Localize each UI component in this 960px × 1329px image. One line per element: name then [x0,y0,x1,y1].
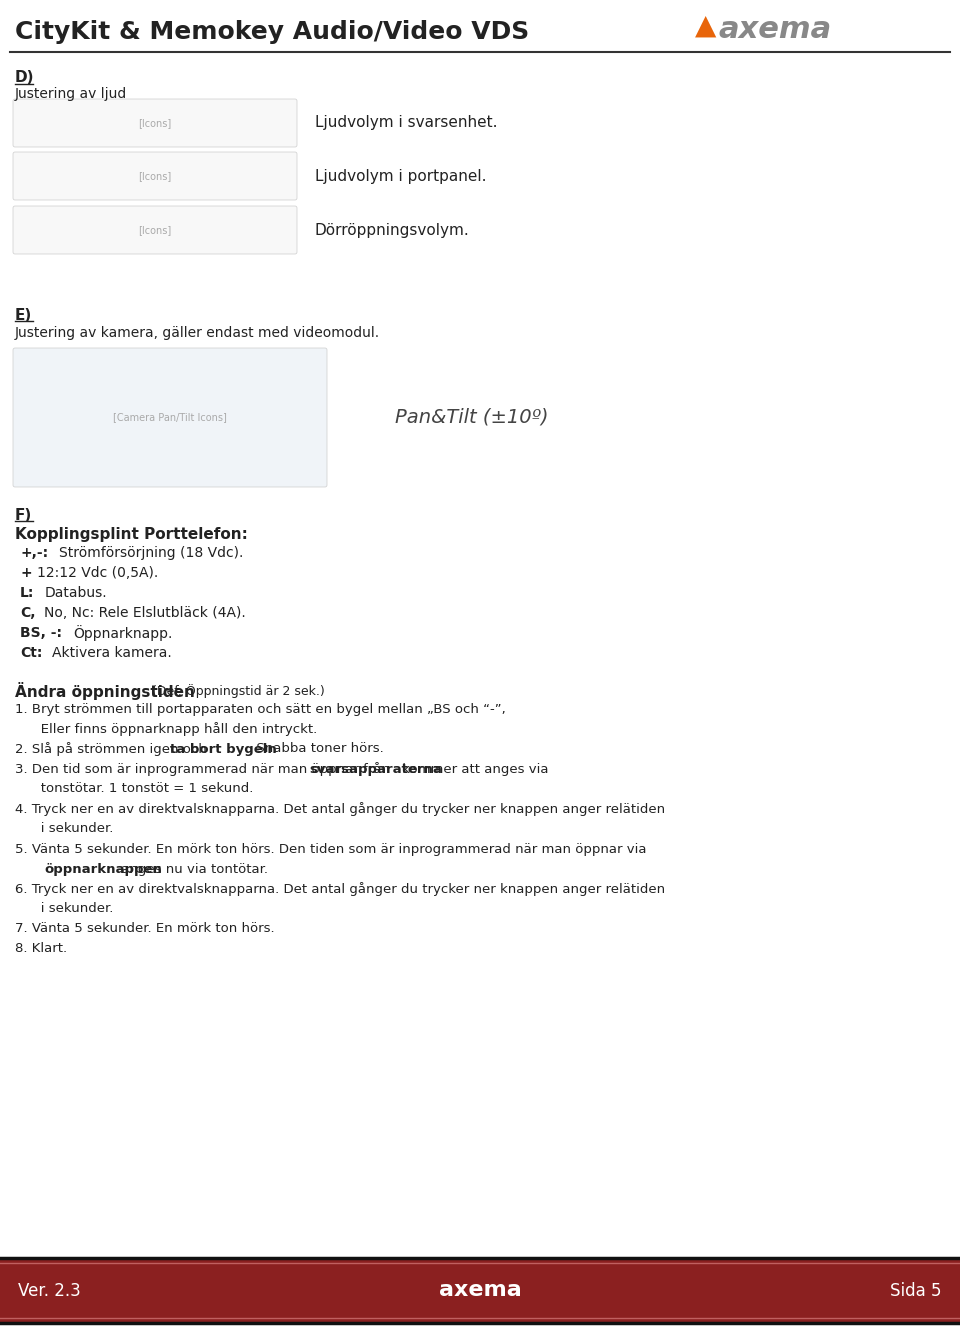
Text: Eller finns öppnarknapp håll den intryckt.: Eller finns öppnarknapp håll den intryck… [28,722,317,736]
Bar [0,1259,960,1322]
Text: F): F) [15,508,33,522]
Text: 12:12 Vdc (0,5A).: 12:12 Vdc (0,5A). [37,566,158,579]
Text: tonstötar. 1 tonstöt = 1 sekund.: tonstötar. 1 tonstöt = 1 sekund. [28,783,253,796]
Text: Sida 5: Sida 5 [891,1281,942,1300]
FancyBboxPatch shape [13,206,297,254]
Text: CityKit & Memokey Audio/Video VDS: CityKit & Memokey Audio/Video VDS [15,20,529,44]
Text: Databus.: Databus. [44,586,107,599]
Text: C,: C, [20,606,36,621]
Text: Ver. 2.3: Ver. 2.3 [18,1281,81,1300]
Text: 5. Vänta 5 sekunder. En mörk ton hörs. Den tiden som är inprogrammerad när man ö: 5. Vänta 5 sekunder. En mörk ton hörs. D… [15,843,646,856]
Text: [Icons]: [Icons] [138,225,172,235]
Text: Ljudvolym i portpanel.: Ljudvolym i portpanel. [315,169,487,183]
Text: E): E) [15,307,33,323]
Text: i sekunder.: i sekunder. [28,823,113,836]
FancyBboxPatch shape [13,348,327,486]
FancyBboxPatch shape [13,152,297,199]
Text: Strömförsörjning (18 Vdc).: Strömförsörjning (18 Vdc). [59,546,243,560]
Text: i sekunder.: i sekunder. [28,902,113,916]
Text: Justering av ljud: Justering av ljud [15,86,128,101]
Text: . Snabba toner hörs.: . Snabba toner hörs. [248,743,384,755]
Text: Kopplingsplint Porttelefon:: Kopplingsplint Porttelefon: [15,528,248,542]
Text: svarsapparaterna: svarsapparaterna [309,763,442,776]
Text: (Def. Öppningstid är 2 sek.): (Def. Öppningstid är 2 sek.) [148,684,324,698]
Text: ▲: ▲ [695,12,716,40]
Text: +: + [20,566,32,579]
Text: öppnarknappen: öppnarknappen [45,863,162,876]
Text: ta bort bygeln: ta bort bygeln [171,743,277,755]
Text: 4. Tryck ner en av direktvalsknapparna. Det antal gånger du trycker ner knappen : 4. Tryck ner en av direktvalsknapparna. … [15,801,665,816]
Text: axema: axema [439,1281,521,1301]
Text: 2. Slå på strömmen igen och: 2. Slå på strömmen igen och [15,742,211,756]
Text: axema: axema [718,16,831,44]
Text: +,-:: +,-: [20,546,48,560]
Text: [Icons]: [Icons] [138,118,172,128]
Text: 1. Bryt strömmen till portapparaten och sätt en bygel mellan „BS och “-”,: 1. Bryt strömmen till portapparaten och … [15,703,506,715]
Text: BS, -:: BS, -: [20,626,62,641]
Text: Aktivera kamera.: Aktivera kamera. [52,646,171,661]
Text: Ändra öppningstiden: Ändra öppningstiden [15,682,195,700]
Text: Öppnarknapp.: Öppnarknapp. [73,625,173,641]
Text: kommer att anges via: kommer att anges via [398,763,548,776]
Text: Dörröppningsvolym.: Dörröppningsvolym. [315,222,469,238]
Text: L:: L: [20,586,35,599]
Text: 7. Vänta 5 sekunder. En mörk ton hörs.: 7. Vänta 5 sekunder. En mörk ton hörs. [15,922,275,936]
Text: 6. Tryck ner en av direktvalsknapparna. Det antal gånger du trycker ner knappen : 6. Tryck ner en av direktvalsknapparna. … [15,882,665,896]
Text: Pan&Tilt (±10º): Pan&Tilt (±10º) [395,408,548,427]
Text: [Camera Pan/Tilt Icons]: [Camera Pan/Tilt Icons] [113,412,227,423]
Text: 3. Den tid som är inprogrammerad när man öppnar från: 3. Den tid som är inprogrammerad när man… [15,762,395,776]
Text: Justering av kamera, gäller endast med videomodul.: Justering av kamera, gäller endast med v… [15,326,380,340]
FancyBboxPatch shape [13,98,297,148]
Text: [Icons]: [Icons] [138,171,172,181]
Text: Ct:: Ct: [20,646,42,661]
Text: D): D) [15,70,35,85]
Text: No, Nc: Rele Elslutbläck (4A).: No, Nc: Rele Elslutbläck (4A). [44,606,246,621]
Text: 8. Klart.: 8. Klart. [15,942,67,956]
Text: anges nu via tontötar.: anges nu via tontötar. [117,863,268,876]
Text: Ljudvolym i svarsenhet.: Ljudvolym i svarsenhet. [315,116,497,130]
